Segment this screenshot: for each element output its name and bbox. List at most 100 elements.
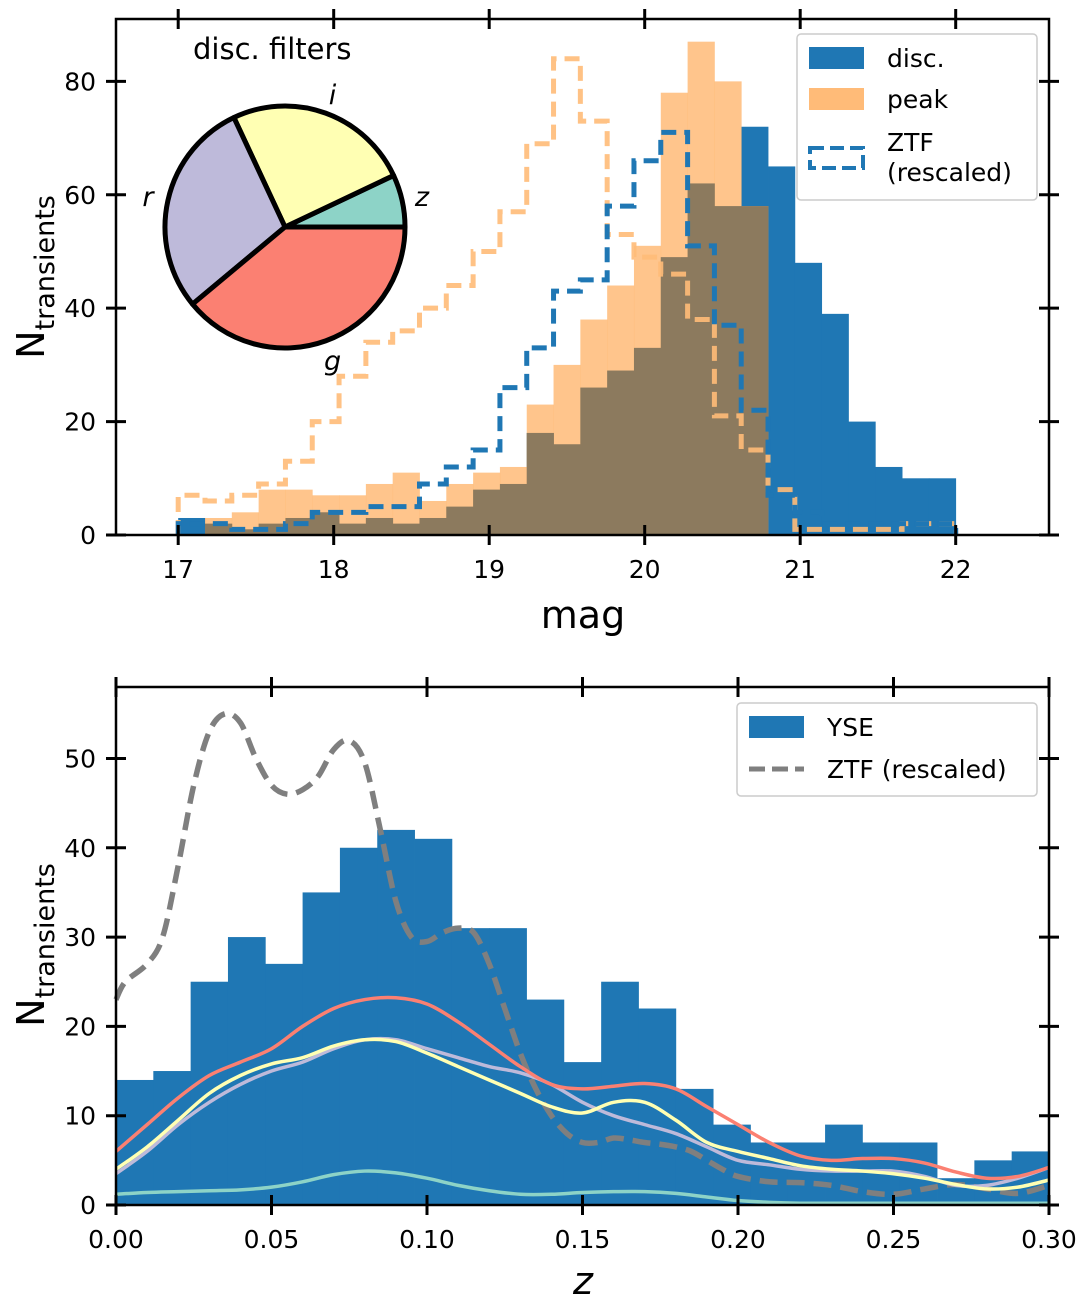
top-y-axis-label-sub: transients: [30, 195, 61, 330]
pie-label-z: z: [414, 182, 430, 213]
disc-peak-overlap-bar: [741, 206, 769, 535]
top-x-axis-label: mag: [541, 593, 625, 637]
top-frame: [114, 17, 1051, 537]
disc-peak-overlap-bar: [312, 512, 340, 535]
pie-label-g: g: [324, 346, 341, 377]
legend-label-peak: peak: [887, 85, 949, 114]
top-ytick-label: 60: [64, 181, 96, 210]
filters-pie-inset: z i r g: [142, 80, 429, 377]
top-ytick-label: 20: [64, 408, 96, 437]
legend-label-yse: YSE: [826, 713, 874, 742]
line-ztf-rescaled-: [113, 710, 1050, 1198]
yse-bar: [116, 1079, 154, 1205]
top-axes: [114, 17, 1051, 537]
yse-histogram: [116, 829, 1050, 1205]
top-xtick-label: 19: [473, 555, 505, 584]
top-y-axis-label-main: N: [9, 330, 53, 358]
ztf-disc-step-line: [175, 129, 959, 535]
top-legend-frame: [796, 33, 1038, 201]
yse-bar: [377, 829, 415, 1205]
disc-peak-overlap-bar: [714, 206, 742, 535]
bottom-xtick-label: 0.20: [710, 1225, 766, 1254]
line-g: [114, 995, 1050, 1181]
legend-swatch-ztf: [808, 146, 865, 170]
bottom-y-axis-label-main: N: [9, 998, 53, 1026]
bottom-ytick-label: 0: [80, 1191, 96, 1220]
yse-bar: [601, 981, 639, 1205]
top-xtick-label: 21: [784, 555, 816, 584]
disc-peak-overlap-bar: [446, 506, 474, 535]
disc-peak-overlap-bar: [526, 432, 554, 535]
bottom-legend: YSE ZTF (rescaled): [736, 702, 1038, 797]
bottom-y-axis-label-sub: transients: [30, 863, 61, 998]
legend-label-ztf-line1: ZTF: [887, 128, 934, 157]
top-ytick-label: 40: [64, 294, 96, 323]
bottom-ticks: 0.00 0.05 0.10 0.15 0.20 0.25 0.30 0 10 20 30 40 50: [64, 677, 1077, 1254]
disc-peak-overlap-bar: [607, 370, 635, 535]
bottom-xtick-label: 0.10: [399, 1225, 455, 1254]
pie-slice-r: [162, 115, 288, 307]
top-xtick-label: 17: [162, 555, 194, 584]
yse-bar: [750, 1142, 789, 1205]
pie-title: disc. filters: [193, 32, 352, 66]
pie-slice-i: [231, 103, 397, 230]
disc-bar: [768, 166, 796, 535]
bottom-ytick-label: 40: [64, 834, 96, 863]
top-xtick-label: 22: [940, 555, 972, 584]
disc-bar: [902, 478, 930, 535]
disc-peak-overlap-bar: [633, 347, 662, 535]
disc-peak-overlap-bar: [258, 523, 286, 535]
bottom-ytick-label: 20: [64, 1012, 96, 1041]
bottom-xtick-label: 0.00: [88, 1225, 144, 1254]
bottom-y-axis-label: Ntransients: [9, 863, 61, 1027]
legend-label-disc: disc.: [887, 44, 945, 73]
disc-peak-overlap-bar: [687, 183, 715, 535]
yse-bar: [265, 963, 303, 1205]
legend-label-ztf-line2: (rescaled): [887, 158, 1012, 187]
ztf-peak-step-line: [175, 56, 959, 535]
bottom-ytick-label: 50: [64, 744, 96, 773]
disc-peak-overlap-bar: [339, 523, 367, 535]
disc-bar: [178, 517, 206, 535]
legend-label-ztf-rescaled: ZTF (rescaled): [827, 755, 1007, 784]
ztf-step-lines: [175, 56, 959, 535]
disc-peak-overlap-bar: [392, 523, 420, 535]
top-ticks: 17 18 19 20 21 22 0 20 40 60 80: [64, 9, 1059, 584]
disc-bar: [848, 421, 876, 535]
top-legend: disc. peak ZTF (rescaled): [796, 33, 1038, 201]
legend-swatch-peak: [809, 88, 864, 110]
disc-peak-overlap-bar: [419, 517, 447, 535]
bottom-x-axis-label: z: [572, 1259, 594, 1303]
bottom-ytick-label: 10: [64, 1102, 96, 1131]
disc-bar: [821, 313, 849, 535]
disc-peak-overlap-bar: [205, 523, 233, 535]
yse-bar: [414, 838, 453, 1205]
line-r: [114, 1036, 1050, 1189]
disc-peak-overlap-bar: [365, 517, 394, 535]
bottom-xtick-label: 0.15: [555, 1225, 611, 1254]
disc-peak-overlap-bar: [580, 387, 608, 535]
yse-bar: [339, 847, 378, 1205]
peak-histogram: [205, 41, 769, 536]
top-y-axis-label: Ntransients: [9, 195, 61, 359]
bottom-xtick-label: 0.05: [244, 1225, 300, 1254]
top-panel: 17 18 19 20 21 22 0 20 40 60 80 mag Ntransients z i…: [9, 9, 1059, 637]
kde-lines: [113, 710, 1050, 1206]
disc-peak-overlap-bar: [285, 517, 313, 535]
top-xtick-label: 20: [629, 555, 661, 584]
disc-bar: [928, 478, 957, 535]
bottom-xtick-label: 0.25: [866, 1225, 922, 1254]
top-ytick-label: 80: [64, 67, 96, 96]
top-ytick-label: 0: [80, 521, 96, 550]
bottom-legend-frame: [736, 702, 1038, 797]
disc-peak-overlap-bar: [553, 444, 581, 535]
disc-peak-overlap-bar: [660, 257, 689, 535]
pie-label-r: r: [142, 182, 155, 213]
legend-swatch-disc: [809, 47, 864, 69]
disc-peak-overlap-bar: [499, 483, 528, 535]
disc-peak-overlap-bar: [473, 489, 501, 535]
top-xtick-label: 18: [318, 555, 350, 584]
legend-swatch-yse: [749, 716, 804, 738]
pie-label-i: i: [329, 80, 337, 111]
